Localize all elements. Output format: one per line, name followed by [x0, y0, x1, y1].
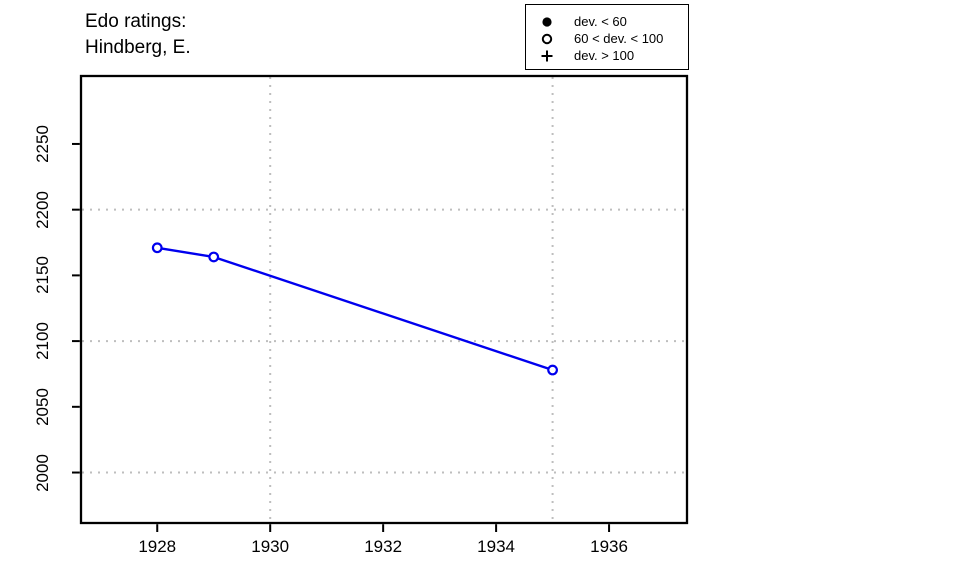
data-point: [547, 364, 558, 376]
legend-item-label: dev. > 100: [574, 48, 635, 63]
data-point: [208, 251, 220, 263]
legend-item-label: dev. < 60: [574, 14, 627, 29]
chart-title-line2: Hindberg, E.: [85, 37, 191, 58]
data-point: [151, 242, 163, 254]
legend: dev. < 60 60 < dev. < 100 dev. > 100: [525, 4, 689, 70]
legend-item: 60 < dev. < 100: [526, 30, 688, 47]
plot-frame: [79, 74, 689, 525]
legend-item: dev. < 60: [526, 13, 688, 30]
open-circle-icon: [541, 33, 553, 44]
data-line: [156, 246, 554, 372]
legend-item-label: 60 < dev. < 100: [574, 31, 664, 46]
plus-icon: [541, 50, 553, 61]
chart-title: Edo ratings: Hindberg, E.: [85, 9, 191, 61]
chart-title-line1: Edo ratings:: [85, 11, 187, 32]
filled-circle-icon: [542, 16, 552, 27]
legend-item: dev. > 100: [526, 47, 688, 64]
